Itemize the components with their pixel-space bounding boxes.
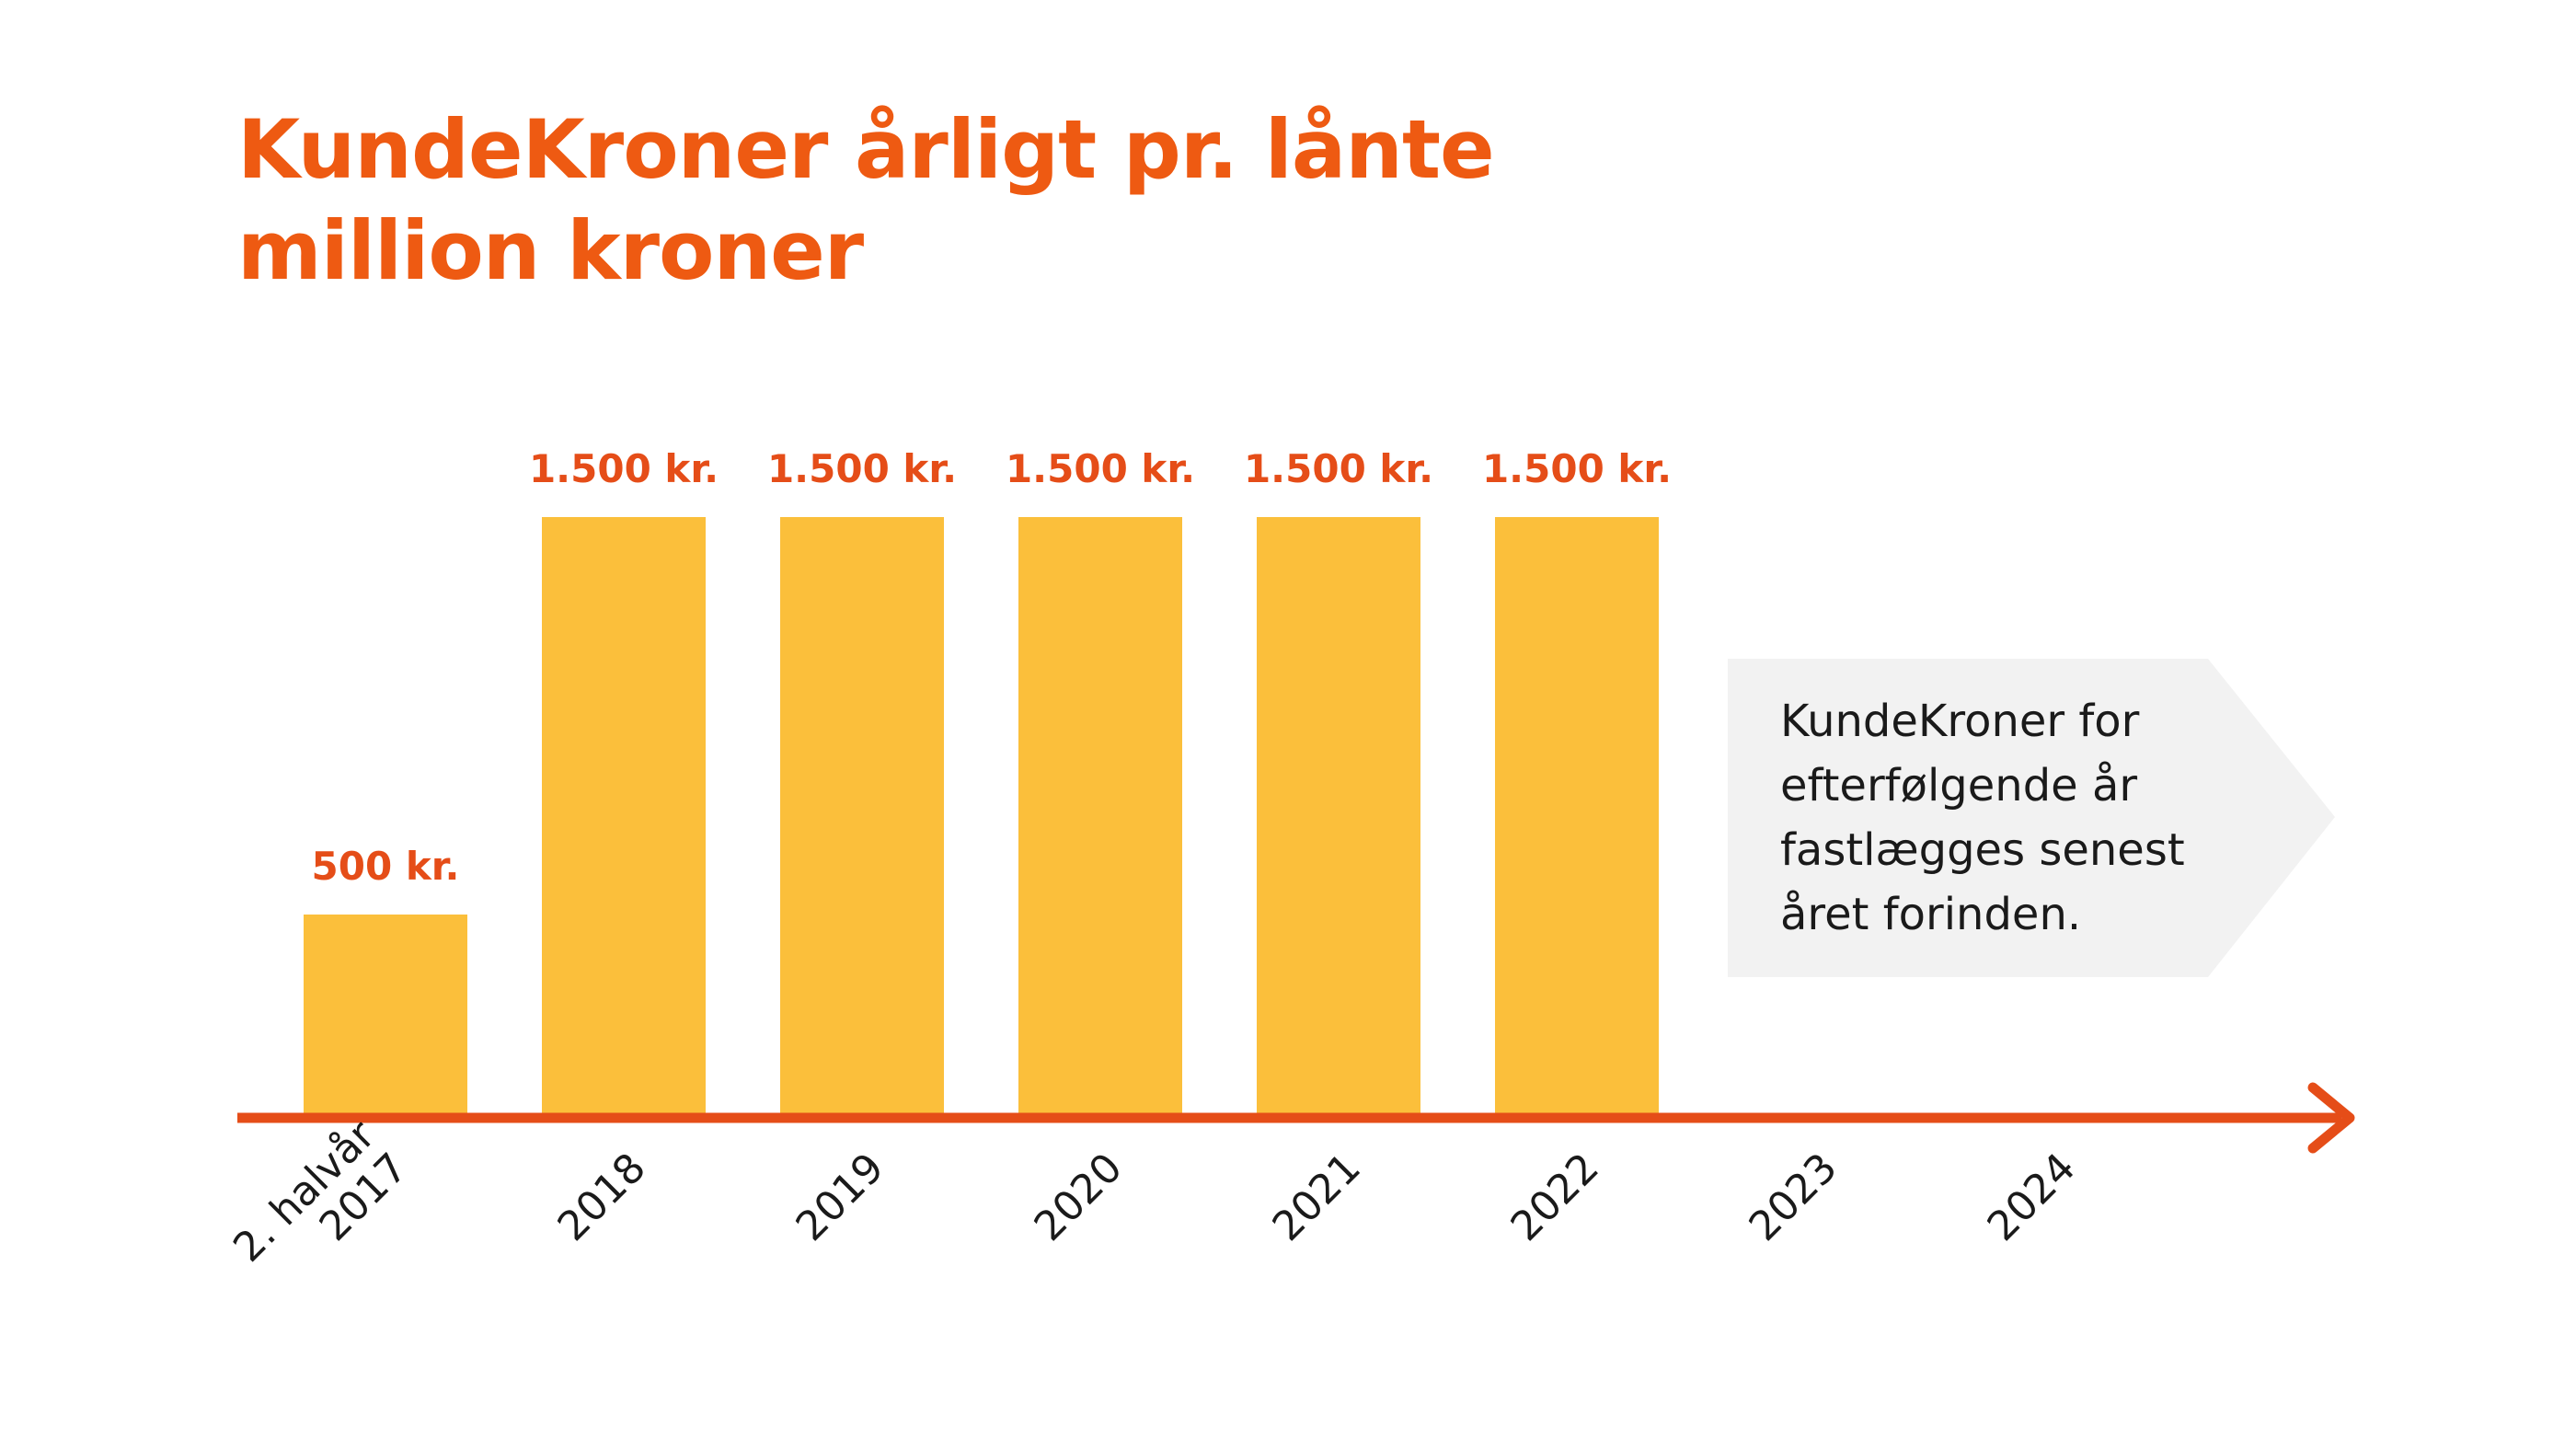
- value-label-1: 1.500 kr.: [529, 446, 719, 491]
- chart-title: KundeKroner årligt pr. lånte million kro…: [237, 102, 1495, 298]
- tick-label-1: 2018: [549, 1145, 655, 1250]
- callout-box: [1728, 659, 2335, 977]
- tick-label-4: 2021: [1264, 1145, 1370, 1250]
- value-label-5: 1.500 kr.: [1482, 446, 1672, 491]
- x-axis-arrow-icon: [2307, 1082, 2355, 1154]
- value-label-0: 500 kr.: [312, 844, 460, 889]
- tick-label-6: 2023: [1741, 1145, 1846, 1250]
- tick-label-5: 2022: [1502, 1145, 1608, 1250]
- bar-5: [1495, 517, 1659, 1113]
- x-axis: [237, 1082, 2355, 1154]
- tick-label-2: 2019: [788, 1145, 893, 1250]
- tick-label-0: 2. halvår2017: [224, 1111, 417, 1304]
- bars-layer: [304, 517, 1659, 1113]
- bar-2: [780, 517, 944, 1113]
- value-label-4: 1.500 kr.: [1244, 446, 1433, 491]
- callout-text: KundeKroner for efterfølgende år fastlægge…: [1780, 696, 2185, 940]
- tick-label-7: 2024: [1979, 1145, 2085, 1250]
- bar-1: [542, 517, 706, 1113]
- bar-3: [1018, 517, 1182, 1113]
- value-label-3: 1.500 kr.: [1006, 446, 1195, 491]
- tick-label-3: 2020: [1026, 1145, 1132, 1250]
- value-labels-layer: 500 kr. 1.500 kr. 1.500 kr. 1.500 kr. 1.500 …: [312, 446, 1673, 889]
- bar-4: [1257, 517, 1420, 1113]
- value-label-2: 1.500 kr.: [767, 446, 957, 491]
- bar-0: [304, 915, 467, 1113]
- x-tick-labels-layer: 2. halvår2017 2018 2019 2020 2021 2022 2023 202…: [224, 1111, 2085, 1304]
- callout: KundeKroner for efterfølgende år fastlægge…: [1728, 659, 2335, 977]
